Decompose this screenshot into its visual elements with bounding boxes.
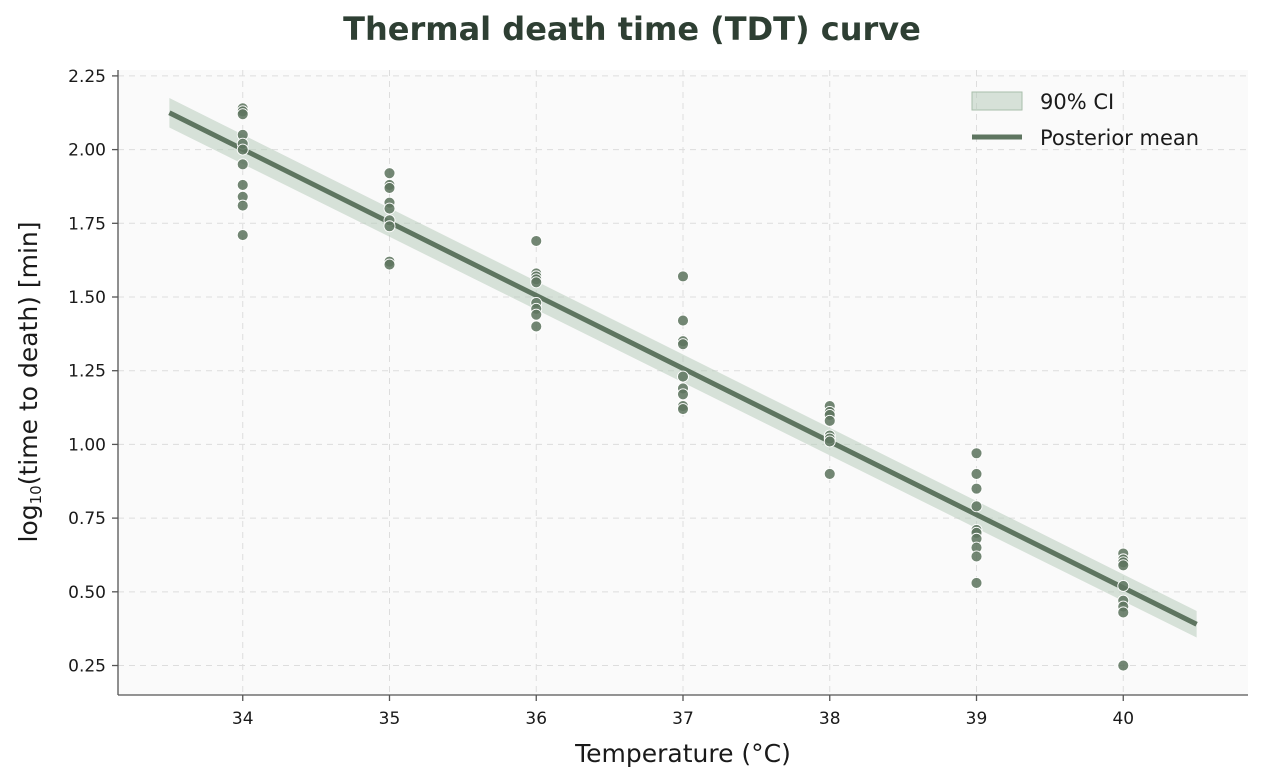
data-point-54: [970, 550, 983, 563]
y-tick-label-0.75: 0.75: [68, 509, 106, 529]
data-point-49: [970, 500, 983, 513]
data-point-24: [530, 276, 543, 289]
data-point-32: [677, 338, 689, 351]
data-point-29: [677, 270, 689, 283]
data-point-35: [677, 388, 689, 401]
data-point-30: [677, 314, 689, 327]
data-point-59: [1117, 559, 1130, 572]
chart-title: Thermal death time (TDT) curve: [343, 10, 921, 48]
data-point-28: [530, 320, 543, 333]
data-point-37: [677, 403, 689, 415]
x-tick-label-35: 35: [379, 709, 401, 729]
data-point-13: [383, 181, 396, 194]
grid: [118, 70, 1248, 695]
y-axis-label: log10(time to death) [min]: [14, 221, 45, 542]
y-tick-label-0.25: 0.25: [68, 657, 106, 677]
data-point-19: [383, 258, 396, 271]
x-tick-label-36: 36: [525, 709, 547, 729]
data-point-11: [383, 167, 396, 180]
y-ticks: 0.25 0.50 0.75 1.00 1.25 1.50 1.75 2.00 2.25: [68, 67, 118, 677]
data-point-15: [383, 202, 396, 215]
data-point-46: [970, 447, 983, 460]
posterior-mean-line: [168, 110, 1198, 627]
x-tick-label-34: 34: [232, 709, 254, 729]
data-point-20: [530, 235, 543, 247]
data-point-60: [1117, 579, 1130, 592]
data-point-45: [823, 467, 836, 480]
data-point-63: [1117, 606, 1130, 619]
legend-mean-label: Posterior mean: [1040, 126, 1199, 150]
data-point-33: [677, 370, 689, 383]
y-tick-label-0.50: 0.50: [68, 583, 106, 603]
data-point-44: [823, 435, 836, 448]
data-point-27: [530, 308, 543, 321]
posterior-mean-layer: [168, 110, 1198, 627]
x-axis-label: Temperature (°C): [574, 739, 791, 768]
y-tick-label-1.75: 1.75: [68, 214, 106, 234]
y-tick-label-2.00: 2.00: [68, 141, 106, 161]
observation-points: [236, 102, 1130, 672]
legend: 90% CI Posterior mean: [971, 90, 1199, 150]
data-point-9: [236, 199, 249, 212]
data-point-10: [236, 229, 249, 242]
data-point-2: [236, 108, 249, 121]
x-tick-label-38: 38: [819, 709, 841, 729]
x-ticks: 34 35 36 37 38 39 40: [232, 695, 1134, 729]
legend-ci-label: 90% CI: [1040, 90, 1114, 114]
data-point-55: [970, 577, 983, 589]
data-point-17: [383, 220, 396, 233]
data-point-6: [236, 158, 249, 171]
y-axis-label-main: log: [14, 504, 43, 542]
data-point-5: [236, 143, 249, 156]
y-tick-label-1.25: 1.25: [68, 362, 106, 382]
y-axis-label-rest: (time to death) [min]: [14, 221, 43, 485]
y-tick-label-1.50: 1.50: [68, 288, 106, 308]
data-point-48: [970, 482, 983, 495]
data-point-64: [1117, 659, 1130, 672]
y-tick-label-2.25: 2.25: [68, 67, 106, 87]
x-tick-label-39: 39: [966, 709, 988, 729]
data-point-41: [823, 414, 836, 427]
x-tick-label-40: 40: [1112, 709, 1134, 729]
legend-ci-swatch: [971, 91, 1023, 111]
x-tick-label-37: 37: [672, 709, 694, 729]
y-axis-label-subscript: 10: [27, 485, 45, 504]
y-tick-label-1.00: 1.00: [68, 435, 106, 455]
data-point-47: [970, 467, 983, 480]
data-point-7: [236, 179, 249, 191]
